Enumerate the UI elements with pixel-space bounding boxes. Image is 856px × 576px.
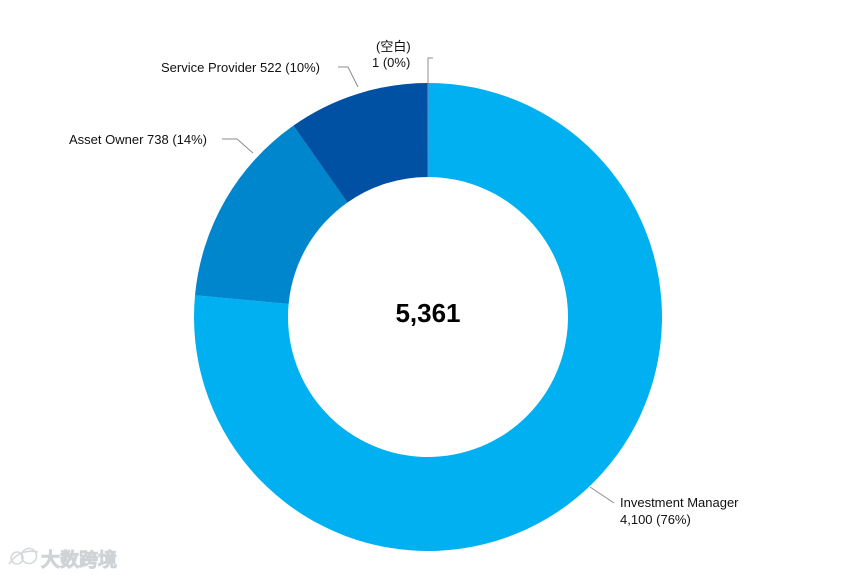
label-asset-owner: Asset Owner 738 (14%)	[69, 132, 207, 147]
watermark-text: 大数跨境	[41, 548, 117, 571]
label-blank-name: (空白)	[376, 39, 411, 54]
leader-line-asset-owner	[222, 138, 254, 154]
leader-line-service-provider	[338, 66, 359, 88]
label-investment-manager-name: Investment Manager	[620, 495, 739, 510]
slice-investment-manager	[194, 83, 663, 552]
slice-空白	[427, 82, 429, 178]
leader-line-investment-manager	[589, 486, 615, 504]
slice-asset-owner	[195, 125, 348, 305]
center-total: 5,361	[395, 298, 460, 328]
label-investment-manager-value: 4,100 (76%)	[620, 512, 691, 527]
label-blank-value: 1 (0%)	[372, 55, 410, 70]
leader-line-blank	[427, 57, 433, 83]
watermark: 大数跨境	[8, 547, 117, 571]
brand-logo-icon	[8, 547, 39, 565]
label-service-provider: Service Provider 522 (10%)	[161, 60, 320, 75]
slice-service-provider	[293, 83, 428, 203]
donut-slices	[194, 82, 663, 552]
